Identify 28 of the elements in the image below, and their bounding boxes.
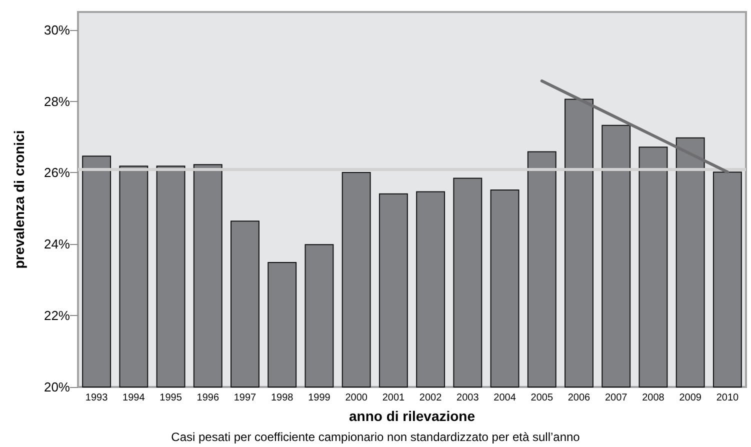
x-tick-label: 1999 (308, 392, 331, 404)
y-tick-label: 22% (44, 308, 70, 324)
y-tick-label: 30% (44, 22, 70, 38)
x-tick-label: 2010 (716, 392, 740, 404)
y-tick-label: 20% (44, 380, 70, 394)
text: Casi pesati per coefficiente campionario non standardizzato per età sull’anno (171, 430, 580, 444)
x-tick-label: 2008 (642, 392, 665, 404)
x-tick-label: 2002 (419, 392, 442, 404)
x-tick-label: 2004 (494, 392, 516, 404)
y-axis-title: prevalenza di cronici (11, 130, 27, 269)
x-axis-title: anno di rilevazione (348, 408, 476, 424)
y-tick-label: 24% (44, 236, 70, 252)
x-tick-label: 1994 (122, 392, 146, 404)
x-tick-label: 2006 (568, 392, 591, 404)
x-tick-label: 1995 (160, 392, 182, 404)
x-tick-label: 2007 (604, 392, 628, 404)
x-tick-label: 2003 (456, 392, 480, 404)
x-tick-label: 1993 (85, 392, 108, 404)
y-tick-label: 28% (44, 94, 70, 109)
x-tick-label: 1997 (234, 392, 257, 404)
line-series (540, 79, 729, 174)
x-tick-label: 2000 (345, 392, 368, 404)
x-tick-label: 1998 (270, 392, 294, 404)
x-tick-label: 2005 (530, 392, 554, 404)
x-tick-label: 1996 (196, 392, 220, 404)
y-tick-label: 26% (44, 165, 70, 180)
x-tick-label: 2009 (679, 392, 702, 404)
x-tick-label: 2001 (382, 392, 406, 404)
